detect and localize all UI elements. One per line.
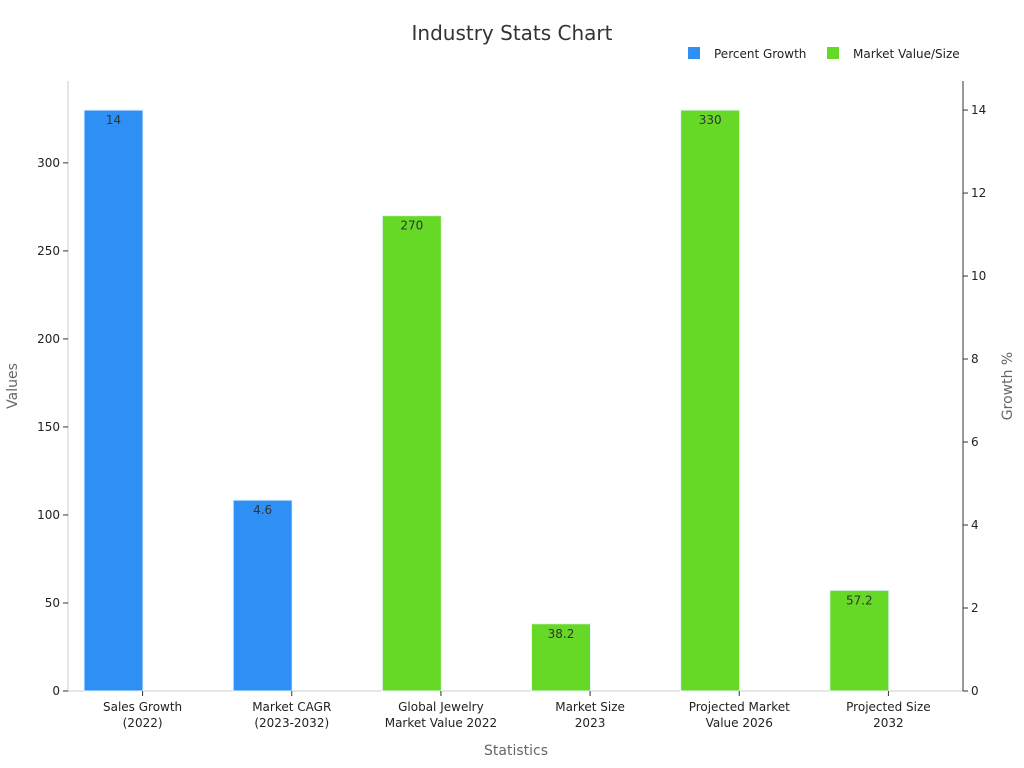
y-tick-label: 0: [52, 684, 60, 698]
data-label: 270: [400, 219, 423, 233]
bar: [83, 109, 144, 692]
data-label: 14: [106, 113, 121, 127]
bar: [531, 623, 591, 692]
legend-label-percent-growth: Percent Growth: [714, 47, 806, 61]
y2-tick-label: 4: [971, 518, 979, 532]
bars: [83, 109, 890, 692]
y2-axis-title: Growth %: [1000, 352, 1016, 420]
y-tick-label: 250: [37, 244, 60, 258]
legend-label-market-value: Market Value/Size: [853, 47, 960, 61]
data-label: 330: [699, 113, 722, 127]
data-label: 38.2: [548, 627, 575, 641]
y-tick-label: 50: [45, 596, 60, 610]
y2-tick-label: 2: [971, 601, 979, 615]
ticks: 0 50 100 150 200 250 300 0 2 4 6 8 10 12 14: [37, 103, 986, 698]
x-tick-label: Market Size 2023: [555, 700, 625, 730]
category-labels: Sales Growth (2022) Market CAGR (2023-2032)…: [103, 700, 931, 730]
y2-tick-label: 10: [971, 269, 986, 283]
axes: [67, 81, 964, 692]
y-tick-label: 100: [37, 508, 60, 522]
bar: [680, 109, 741, 692]
y2-tick-label: 14: [971, 103, 986, 117]
y-tick-label: 150: [37, 420, 60, 434]
y-axis-title: Values: [5, 363, 21, 409]
bar: [232, 499, 293, 692]
legend: Percent Growth Market Value/Size: [688, 47, 960, 61]
x-tick-label: Market CAGR (2023-2032): [252, 700, 331, 730]
x-tick-label: Projected Market Value 2026: [689, 700, 790, 730]
y2-tick-label: 8: [971, 352, 979, 366]
bar: [381, 215, 442, 692]
legend-swatch-percent-growth: [688, 47, 700, 59]
bar: [829, 589, 890, 692]
legend-swatch-market-value: [827, 47, 839, 59]
y-tick-label: 300: [37, 156, 60, 170]
x-tick-label: Global Jewelry Market Value 2022: [385, 700, 497, 730]
data-labels: 14 4.6 270 38.2 330 57.2: [106, 113, 873, 641]
y2-tick-label: 0: [971, 684, 979, 698]
x-tick-label: Projected Size 2032: [846, 700, 931, 730]
x-axis-title: Statistics: [484, 743, 548, 759]
y2-tick-label: 12: [971, 186, 986, 200]
x-tick-label: Sales Growth (2022): [103, 700, 182, 730]
y2-tick-label: 6: [971, 435, 979, 449]
data-label: 57.2: [846, 593, 873, 607]
data-label: 4.6: [253, 503, 272, 517]
y-tick-label: 200: [37, 332, 60, 346]
chart-title: Industry Stats Chart: [412, 21, 613, 45]
